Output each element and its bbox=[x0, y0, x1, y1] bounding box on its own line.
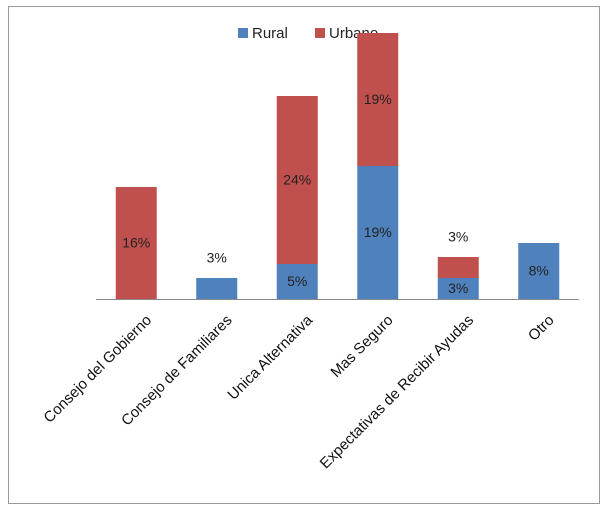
legend: Rural Urbano bbox=[238, 25, 378, 42]
data-label-urbano-mas-seguro: 19% bbox=[364, 91, 392, 107]
bar-urbano-expectativas-de-recibir-ayudas bbox=[437, 257, 479, 278]
data-label-rural-consejo-de-familiares: 3% bbox=[207, 250, 227, 266]
data-labels: 16% 3% 5% 24% 19% 19% 3% 3% 8% bbox=[122, 91, 549, 296]
data-label-urbano-unica-alternativa: 24% bbox=[283, 172, 311, 188]
legend-swatch-urbano bbox=[315, 28, 325, 38]
data-label-rural-otro: 8% bbox=[529, 263, 549, 279]
tick-label-otro: Otro bbox=[525, 312, 558, 345]
bars bbox=[115, 33, 560, 299]
data-label-rural-unica-alternativa: 5% bbox=[287, 273, 307, 289]
bar-rural-mas-seguro bbox=[357, 166, 399, 299]
data-label-rural-expectativas-de-recibir-ayudas: 3% bbox=[448, 280, 468, 296]
bar-urbano-mas-seguro bbox=[357, 33, 399, 166]
bar-urbano-consejo-del-gobierno bbox=[115, 187, 157, 299]
bar-urbano-unica-alternativa bbox=[276, 96, 318, 264]
data-label-urbano-consejo-del-gobierno: 16% bbox=[122, 235, 150, 251]
data-label-rural-mas-seguro: 19% bbox=[364, 224, 392, 240]
data-label-urbano-expectativas-de-recibir-ayudas: 3% bbox=[448, 229, 468, 245]
tick-label-mas-seguro: Mas Seguro bbox=[327, 312, 396, 381]
tick-label-unica-alternativa: Unica Alternativa bbox=[224, 311, 316, 403]
bar-rural-otro bbox=[518, 243, 560, 299]
legend-label-rural: Rural bbox=[252, 25, 288, 42]
bar-rural-consejo-de-familiares bbox=[196, 278, 238, 299]
tick-label-expectativas-de-recibir-ayudas: Expectativas de Recibir Ayudas bbox=[317, 312, 477, 472]
legend-swatch-rural bbox=[238, 28, 248, 38]
bar-rural-unica-alternativa bbox=[276, 264, 318, 299]
bar-rural-expectativas-de-recibir-ayudas bbox=[437, 278, 479, 299]
